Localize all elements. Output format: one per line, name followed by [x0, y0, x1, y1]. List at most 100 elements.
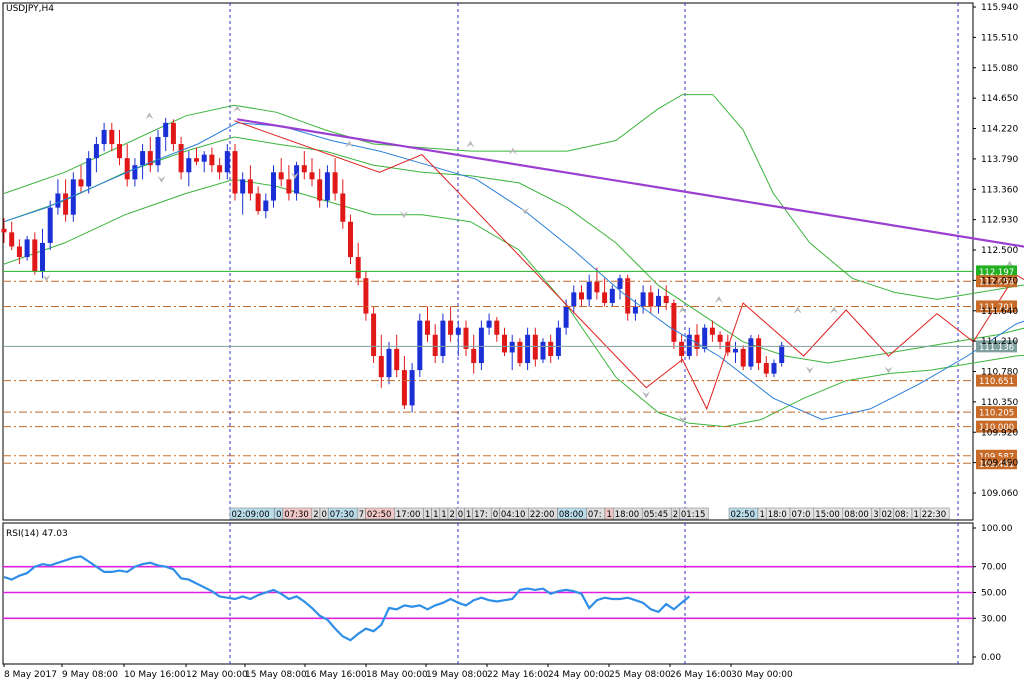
candle-body: [733, 348, 738, 353]
time-tag: [919, 507, 950, 520]
time-tag: [679, 507, 709, 520]
price-level-tag: [976, 374, 1017, 387]
candle-body: [209, 154, 215, 166]
candle-body: [586, 281, 592, 300]
time-tag-label: 17:00: [396, 510, 421, 520]
time-tag-label: 0: [493, 510, 498, 520]
frame-layer: [2, 2, 974, 665]
time-tag-label: 08:00: [844, 510, 869, 520]
rsi-tick-label: 50.00: [981, 589, 1007, 599]
time-tag-label: 07:0: [792, 510, 811, 520]
price-tick-label: 110.350: [981, 398, 1018, 408]
candle-body: [371, 313, 377, 356]
candle-body: [140, 151, 146, 166]
time-tick-label: 25 May 08:00: [609, 670, 671, 680]
candle-body: [532, 334, 538, 360]
price-tick-label: 114.220: [981, 125, 1018, 135]
time-tag-label: 0: [458, 510, 463, 520]
candle-body: [617, 278, 623, 289]
time-tag-label: 2: [313, 510, 318, 520]
time-tick-label: 16 May 16:00: [305, 670, 367, 680]
time-tag-label: 7: [359, 510, 364, 520]
price-level-tag: [976, 275, 1017, 288]
candle-body: [324, 172, 330, 201]
candle-body: [602, 292, 608, 303]
candle-body: [271, 172, 276, 201]
fractal-down-arrow: [521, 207, 530, 215]
candle-body: [632, 306, 638, 314]
time-tag-label: 1: [607, 510, 612, 520]
candle-body: [555, 327, 561, 356]
fractal-down-arrow: [884, 366, 893, 374]
time-tag-label: 1: [914, 510, 919, 520]
fractal-down-arrow: [805, 366, 814, 374]
candle-body: [63, 193, 69, 215]
candle-body: [386, 348, 392, 378]
candle-body: [247, 179, 253, 194]
time-tick-label: 12 May 00:00: [186, 670, 248, 680]
candle-body: [425, 320, 430, 335]
candle-body: [563, 306, 569, 328]
candle-body: [740, 348, 746, 367]
price-level-tag: [976, 265, 1017, 278]
rsi-panel: 100.00 70.00 50.00 30.00 0.00: [3, 524, 1013, 663]
price-level-tag: [976, 406, 1017, 419]
time-tag-label: 18:0: [768, 510, 787, 520]
trend-line: [237, 118, 1024, 248]
price-tick-label: 111.640: [981, 307, 1018, 317]
candle-body: [263, 200, 269, 212]
candle-body: [594, 281, 600, 293]
chart-title: USDJPY,H4: [6, 4, 54, 14]
price-level-label: 112.197: [979, 268, 1014, 278]
candle-body: [301, 165, 307, 173]
time-tag-label: 02:09:00: [232, 510, 270, 520]
time-tag-label: 1: [760, 510, 765, 520]
price-tick-label: 109.060: [981, 489, 1018, 499]
candle-body: [294, 165, 300, 194]
candle-body: [217, 165, 223, 173]
overlay-line-layer: [3, 105, 1024, 424]
candle-body: [671, 302, 677, 342]
candle-body: [170, 122, 176, 145]
fractal-up-arrow: [678, 306, 687, 314]
time-tag-layer: 02:09:00 0 07:30 2 0 07:30 7 02:50 17:00 1 1 1 2 0 1 17…: [229, 507, 950, 520]
candle-body: [163, 122, 169, 137]
candle-body: [1, 228, 7, 233]
time-tag-label: 1: [425, 510, 430, 520]
time-tick-label: 30 May 00:00: [731, 670, 793, 680]
candle-body: [201, 154, 207, 162]
price-tick-label: 112.930: [981, 216, 1018, 226]
price-tick-label: 112.500: [981, 246, 1018, 256]
time-tag-label: 04:10: [501, 510, 526, 520]
price-level-label: 110.000: [979, 423, 1014, 433]
fractal-down-arrow: [157, 175, 166, 183]
price-level-label: 111.136: [979, 343, 1014, 353]
time-tick-label: 18 May 00:00: [366, 670, 428, 680]
candle-body: [117, 144, 122, 159]
candle-body: [486, 320, 492, 328]
moving-average-line: [3, 122, 1024, 421]
candle-body: [55, 193, 61, 208]
candle-body: [317, 179, 323, 201]
candle-body: [286, 179, 292, 194]
candle-body: [278, 172, 284, 180]
time-tick-label: 22 May 16:00: [487, 670, 549, 680]
fractal-down-arrow: [42, 274, 51, 282]
candle-body: [224, 151, 230, 173]
candle-body: [155, 136, 161, 166]
candle-body: [709, 327, 715, 335]
price-tick-label: 115.510: [981, 33, 1018, 43]
candle-body: [663, 295, 669, 303]
time-tick-label: 8 May 2017: [4, 670, 57, 680]
time-tag-label: 18:00: [615, 510, 640, 520]
candle-body: [409, 370, 415, 406]
candle-body: [178, 144, 184, 173]
candle-body: [24, 239, 30, 258]
bollinger-lower-line: [3, 178, 1024, 428]
candle-body: [340, 193, 346, 222]
candle-body: [609, 288, 615, 303]
candle-body: [763, 363, 769, 374]
candle-body: [240, 179, 246, 194]
time-tick-label: 26 May 16:00: [670, 670, 732, 680]
